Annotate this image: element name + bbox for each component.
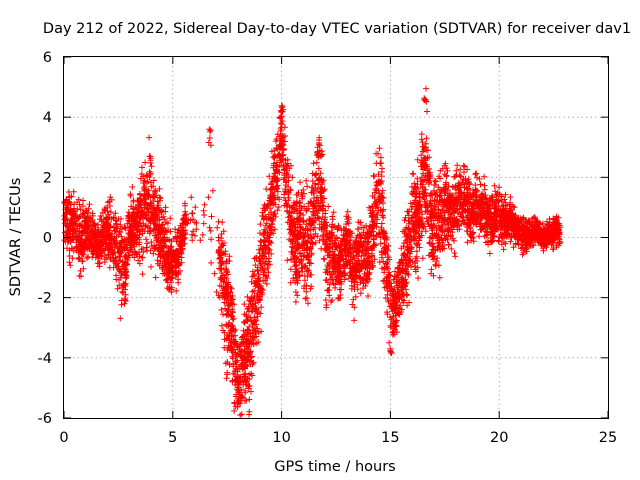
y-tick-label: 4 bbox=[43, 110, 52, 126]
data-points bbox=[61, 85, 564, 419]
x-tick-label: 20 bbox=[490, 430, 508, 446]
x-tick-label: 25 bbox=[599, 430, 617, 446]
axis-ticks bbox=[63, 56, 609, 419]
chart-title: Day 212 of 2022, Sidereal Day-to-day VTE… bbox=[43, 21, 631, 37]
x-tick-label: 10 bbox=[272, 430, 290, 446]
x-tick-label: 15 bbox=[381, 430, 399, 446]
x-tick-label: 5 bbox=[168, 430, 177, 446]
y-tick-label: 2 bbox=[43, 170, 52, 186]
x-tick-label: 0 bbox=[59, 430, 68, 446]
y-tick-label: -6 bbox=[38, 411, 52, 427]
y-tick-label: -2 bbox=[38, 291, 52, 307]
y-tick-label: 0 bbox=[43, 231, 52, 247]
y-tick-label: -4 bbox=[38, 351, 52, 367]
plot-frame bbox=[63, 56, 609, 419]
y-axis-label: SDTVAR / TECUs bbox=[8, 178, 24, 297]
y-tick-label: 6 bbox=[43, 50, 52, 66]
scatter-points bbox=[61, 85, 564, 419]
x-axis-label: GPS time / hours bbox=[274, 459, 395, 475]
x-tick-labels: 0 5 10 15 20 25 bbox=[59, 430, 617, 446]
y-tick-labels: -6 -4 -2 0 2 4 6 bbox=[38, 50, 52, 427]
